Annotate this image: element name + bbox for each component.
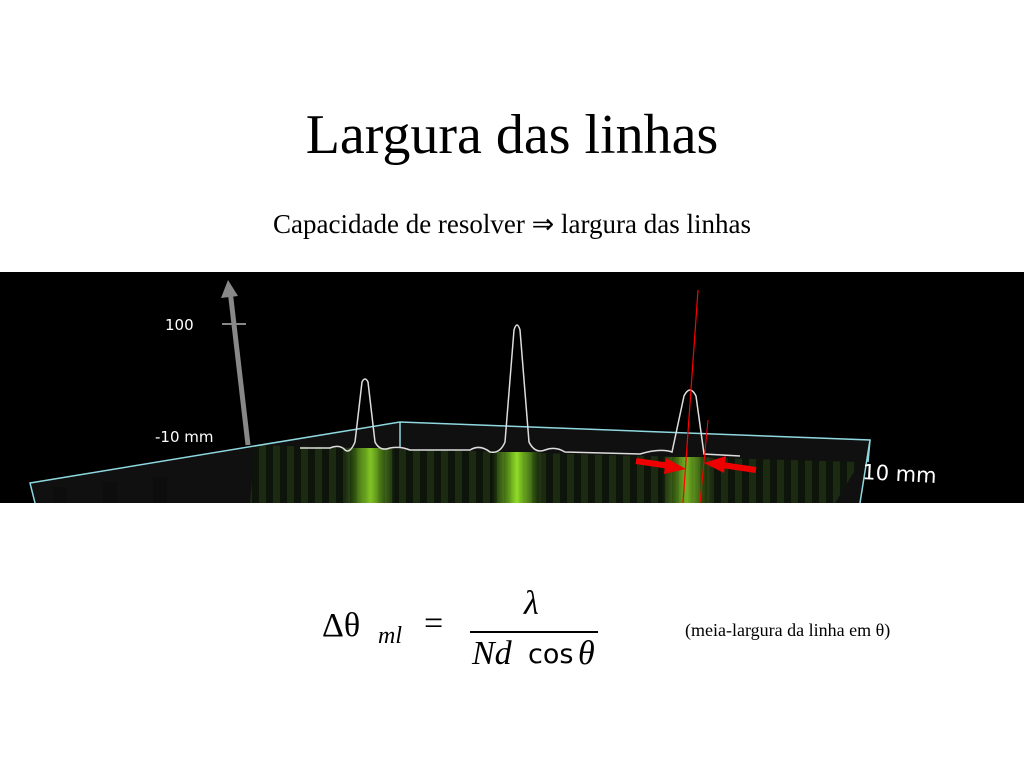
formula-denominator: cos — [528, 639, 574, 670]
fringe — [492, 452, 542, 503]
fringe — [345, 448, 395, 503]
formula-lhs: Δθ — [322, 607, 361, 644]
box-edges — [29, 421, 871, 503]
title: Largura das linhas — [305, 104, 719, 166]
formula-numerator: λ — [524, 585, 539, 622]
figure: 100 -10 mm 10 mm — [0, 272, 1024, 503]
red-line — [699, 419, 709, 503]
formula-subscript: ml — [378, 623, 402, 649]
red-line — [682, 289, 699, 503]
arrow-head — [664, 458, 686, 474]
formula-equals: = — [424, 605, 444, 642]
axis-label: -10 mm — [155, 428, 214, 446]
axis-label: 10 mm — [862, 460, 937, 488]
axis-arrow — [221, 280, 238, 298]
fraction-bar — [470, 631, 598, 633]
side-stripes — [53, 477, 167, 503]
formula: Δθ ml = λ Nd cos θ — [322, 585, 612, 675]
arrow-shaft — [635, 458, 671, 469]
formula-denominator: Nd — [472, 635, 512, 672]
note: (meia-largura da linha em θ) — [685, 620, 891, 640]
arrow-shaft — [721, 462, 757, 473]
formula-denominator: θ — [578, 635, 595, 672]
arrow-head — [704, 456, 726, 473]
axis — [227, 289, 251, 446]
intensity-profile — [300, 324, 741, 457]
subtitle: Capacidade de resolver ⇒ largura das lin… — [273, 209, 751, 239]
axis-label: 100 — [165, 316, 194, 334]
